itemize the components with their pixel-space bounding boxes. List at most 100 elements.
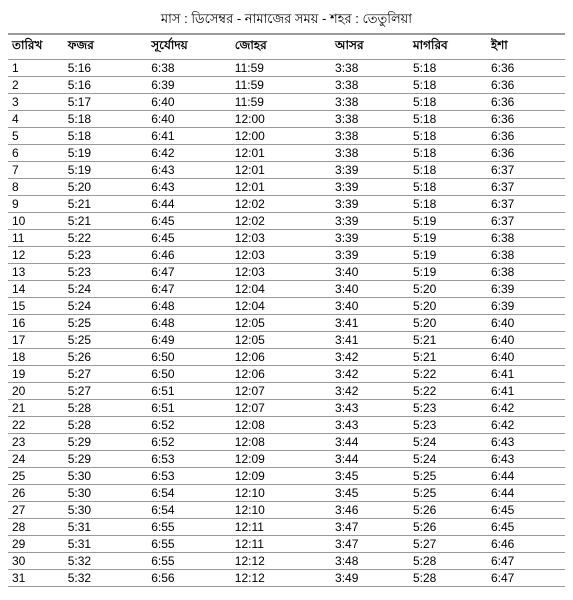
table-cell: 12:04 <box>231 281 331 298</box>
table-cell: 10 <box>8 213 64 230</box>
table-cell: 3:47 <box>331 519 409 536</box>
table-cell: 13 <box>8 264 64 281</box>
table-cell: 5:23 <box>64 247 148 264</box>
table-cell: 6:41 <box>147 128 231 145</box>
table-cell: 3:38 <box>331 145 409 162</box>
col-maghrib: মাগরিব <box>409 35 487 60</box>
table-cell: 12:12 <box>231 570 331 587</box>
col-date: তারিখ <box>8 35 64 60</box>
table-cell: 12:09 <box>231 468 331 485</box>
table-cell: 6:37 <box>487 196 565 213</box>
table-cell: 6:50 <box>147 366 231 383</box>
table-cell: 5 <box>8 128 64 145</box>
table-cell: 3:43 <box>331 417 409 434</box>
table-cell: 12:01 <box>231 145 331 162</box>
table-row: 185:266:5012:063:425:216:40 <box>8 349 565 366</box>
table-cell: 3:40 <box>331 298 409 315</box>
table-cell: 5:28 <box>409 553 487 570</box>
table-cell: 8 <box>8 179 64 196</box>
table-row: 205:276:5112:073:425:226:41 <box>8 383 565 400</box>
table-cell: 5:28 <box>64 400 148 417</box>
table-cell: 6:54 <box>147 485 231 502</box>
table-cell: 24 <box>8 451 64 468</box>
col-dhuhr: জোহর <box>231 35 331 60</box>
table-cell: 3:39 <box>331 179 409 196</box>
table-cell: 5:18 <box>409 162 487 179</box>
table-cell: 5:26 <box>409 519 487 536</box>
table-cell: 5:23 <box>409 400 487 417</box>
table-cell: 5:27 <box>409 536 487 553</box>
table-cell: 5:16 <box>64 60 148 77</box>
table-cell: 2 <box>8 77 64 94</box>
table-cell: 5:24 <box>64 298 148 315</box>
table-cell: 17 <box>8 332 64 349</box>
table-cell: 6:41 <box>487 366 565 383</box>
table-cell: 5:30 <box>64 468 148 485</box>
table-cell: 5:29 <box>64 451 148 468</box>
table-cell: 1 <box>8 60 64 77</box>
table-cell: 6:40 <box>147 111 231 128</box>
table-cell: 6:53 <box>147 468 231 485</box>
table-cell: 5:18 <box>409 145 487 162</box>
table-cell: 6:45 <box>487 502 565 519</box>
table-cell: 3:45 <box>331 485 409 502</box>
table-cell: 3:42 <box>331 383 409 400</box>
table-cell: 25 <box>8 468 64 485</box>
table-cell: 12:10 <box>231 502 331 519</box>
table-cell: 3:47 <box>331 536 409 553</box>
table-header-row: তারিখ ফজর সূর্যোদয় জোহর আসর মাগরিব ইশা <box>8 35 565 60</box>
table-cell: 5:29 <box>64 434 148 451</box>
table-cell: 5:25 <box>409 485 487 502</box>
table-cell: 6:46 <box>147 247 231 264</box>
table-cell: 3:38 <box>331 60 409 77</box>
table-cell: 5:30 <box>64 485 148 502</box>
table-cell: 5:20 <box>409 315 487 332</box>
table-cell: 6:46 <box>487 536 565 553</box>
table-cell: 6:55 <box>147 536 231 553</box>
table-cell: 5:18 <box>409 128 487 145</box>
table-cell: 5:18 <box>409 111 487 128</box>
table-cell: 3:39 <box>331 247 409 264</box>
table-cell: 5:19 <box>409 264 487 281</box>
table-cell: 3:39 <box>331 162 409 179</box>
table-cell: 12:02 <box>231 196 331 213</box>
table-cell: 5:20 <box>409 298 487 315</box>
prayer-times-table: তারিখ ফজর সূর্যোদয় জোহর আসর মাগরিব ইশা … <box>8 34 565 587</box>
table-cell: 5:17 <box>64 94 148 111</box>
table-cell: 5:24 <box>409 451 487 468</box>
table-cell: 16 <box>8 315 64 332</box>
table-cell: 12:04 <box>231 298 331 315</box>
table-cell: 5:18 <box>409 179 487 196</box>
table-cell: 6:51 <box>147 383 231 400</box>
table-cell: 3:46 <box>331 502 409 519</box>
table-row: 25:166:3911:593:385:186:36 <box>8 77 565 94</box>
table-cell: 6:47 <box>487 570 565 587</box>
table-cell: 7 <box>8 162 64 179</box>
table-cell: 5:16 <box>64 77 148 94</box>
table-cell: 11 <box>8 230 64 247</box>
table-cell: 5:25 <box>64 315 148 332</box>
table-cell: 19 <box>8 366 64 383</box>
table-cell: 11:59 <box>231 94 331 111</box>
table-cell: 6:48 <box>147 298 231 315</box>
table-cell: 12:03 <box>231 247 331 264</box>
table-cell: 5:28 <box>64 417 148 434</box>
table-cell: 3:43 <box>331 400 409 417</box>
table-cell: 6:40 <box>487 315 565 332</box>
table-row: 15:166:3811:593:385:186:36 <box>8 60 565 77</box>
table-cell: 6:55 <box>147 553 231 570</box>
table-cell: 5:24 <box>409 434 487 451</box>
table-row: 315:326:5612:123:495:286:47 <box>8 570 565 587</box>
table-cell: 5:25 <box>64 332 148 349</box>
table-cell: 6:52 <box>147 417 231 434</box>
table-cell: 5:22 <box>64 230 148 247</box>
table-cell: 6:42 <box>487 417 565 434</box>
table-cell: 21 <box>8 400 64 417</box>
table-row: 35:176:4011:593:385:186:36 <box>8 94 565 111</box>
table-cell: 5:19 <box>64 145 148 162</box>
table-cell: 6:49 <box>147 332 231 349</box>
table-row: 145:246:4712:043:405:206:39 <box>8 281 565 298</box>
table-cell: 9 <box>8 196 64 213</box>
table-cell: 6:44 <box>147 196 231 213</box>
table-cell: 29 <box>8 536 64 553</box>
